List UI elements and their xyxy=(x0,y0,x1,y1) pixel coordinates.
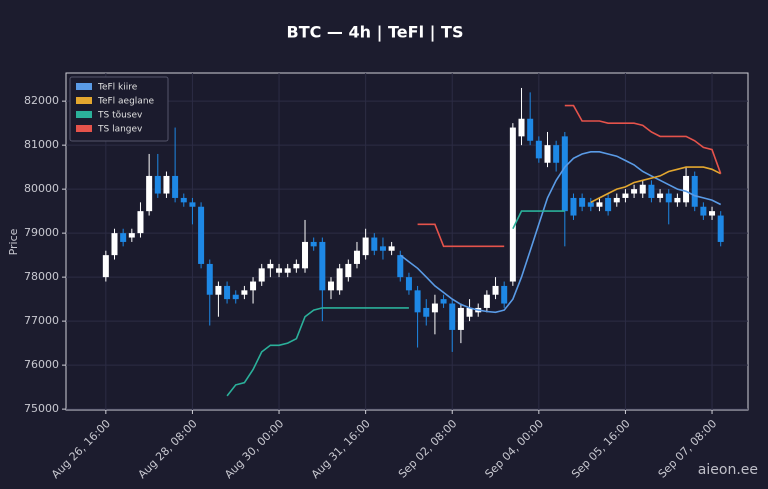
legend-swatch xyxy=(76,125,92,132)
candle-body xyxy=(206,263,213,295)
candle-body xyxy=(457,307,464,330)
candle-body xyxy=(587,202,594,207)
legend-label: TeFl kiire xyxy=(97,83,138,93)
candle-body xyxy=(509,127,516,282)
legend: TeFl kiire TeFl aeglane TS tõusev TS langev xyxy=(69,76,169,142)
candle-body xyxy=(657,193,664,198)
candle-body xyxy=(683,175,690,203)
y-tick-label: 75000 xyxy=(24,402,59,415)
candle-body xyxy=(579,197,586,207)
candle-body xyxy=(154,175,161,194)
candle-body xyxy=(310,241,317,247)
legend-label: TS tõusev xyxy=(97,111,143,121)
indicator-line xyxy=(226,210,565,397)
candle-body xyxy=(198,206,205,264)
candle-body xyxy=(327,281,334,291)
candle-body xyxy=(717,215,724,242)
candle-body xyxy=(691,175,698,207)
candle-body xyxy=(250,281,257,291)
candle-body xyxy=(561,136,568,212)
y-tick-label: 80000 xyxy=(24,182,59,195)
y-tick-label: 76000 xyxy=(24,358,59,371)
candle-body xyxy=(553,145,560,163)
candle-body xyxy=(120,233,127,242)
candle-body xyxy=(665,193,672,203)
indicator-line xyxy=(590,166,722,204)
candle-body xyxy=(449,303,456,330)
candle-body xyxy=(224,285,231,300)
candle-body xyxy=(172,175,179,198)
candle-body xyxy=(492,285,499,295)
candle-body xyxy=(440,299,447,304)
candle-body xyxy=(388,246,395,251)
candle-body xyxy=(501,285,508,304)
candle-body xyxy=(397,255,404,278)
y-tick-label: 78000 xyxy=(24,270,59,283)
indicator-line xyxy=(417,104,722,248)
candle-body xyxy=(423,307,430,317)
candle-body xyxy=(336,268,343,291)
candle-body xyxy=(622,193,629,198)
candle-body xyxy=(362,237,369,256)
legend-swatch xyxy=(76,97,92,104)
candle-body xyxy=(371,237,378,251)
candle-body xyxy=(414,290,421,313)
legend-swatch xyxy=(76,83,92,90)
candle-body xyxy=(544,145,551,163)
candle-body xyxy=(258,268,265,282)
candle-body xyxy=(405,277,412,291)
candle-body xyxy=(293,263,300,269)
candle-body xyxy=(648,184,655,198)
candle-body xyxy=(483,294,490,308)
legend-box xyxy=(69,76,169,142)
candle-body xyxy=(709,211,716,216)
candle-body xyxy=(137,211,144,234)
candle-body xyxy=(431,303,438,313)
candle-body xyxy=(700,206,707,216)
indicator-line xyxy=(399,151,722,314)
y-tick-label: 77000 xyxy=(24,314,59,327)
candle-body xyxy=(518,118,525,137)
candle-body xyxy=(302,241,309,269)
candle-body xyxy=(674,197,681,203)
candle-body xyxy=(146,175,153,212)
candle-body xyxy=(102,255,109,278)
candle-body xyxy=(570,197,577,216)
candle-body xyxy=(535,140,542,159)
y-tick-label: 82000 xyxy=(24,94,59,107)
candle-body xyxy=(128,233,135,238)
candle-body xyxy=(163,175,170,194)
candle-body xyxy=(596,202,603,207)
candle-body xyxy=(267,263,274,269)
candle-body xyxy=(379,246,386,251)
candle-body xyxy=(284,268,291,273)
candle-body xyxy=(189,202,196,207)
y-tick-label: 81000 xyxy=(24,138,59,151)
candle-body xyxy=(345,263,352,278)
candle-body xyxy=(232,294,239,300)
watermark: aieon.ee xyxy=(698,462,758,478)
legend-swatch xyxy=(76,111,92,118)
candle-body xyxy=(215,285,222,295)
plot-area xyxy=(65,72,749,411)
y-axis-label: Price xyxy=(7,228,20,255)
chart-title: BTC — 4h | TeFl | TS xyxy=(287,23,464,43)
legend-label: TeFl aeglane xyxy=(97,97,155,107)
candle-body xyxy=(527,118,534,141)
candle-body xyxy=(639,184,646,194)
candle-body xyxy=(276,268,283,273)
candle-body xyxy=(613,197,620,203)
candle-body xyxy=(180,197,187,203)
legend-label: TS langev xyxy=(97,125,143,135)
candle-body xyxy=(241,290,248,295)
candle-body xyxy=(631,189,638,194)
candle-body xyxy=(319,241,326,291)
candle-body xyxy=(353,250,360,264)
candle-body xyxy=(466,307,473,317)
y-tick-label: 79000 xyxy=(24,226,59,239)
candle-body xyxy=(605,197,612,212)
candle-body xyxy=(111,233,118,256)
